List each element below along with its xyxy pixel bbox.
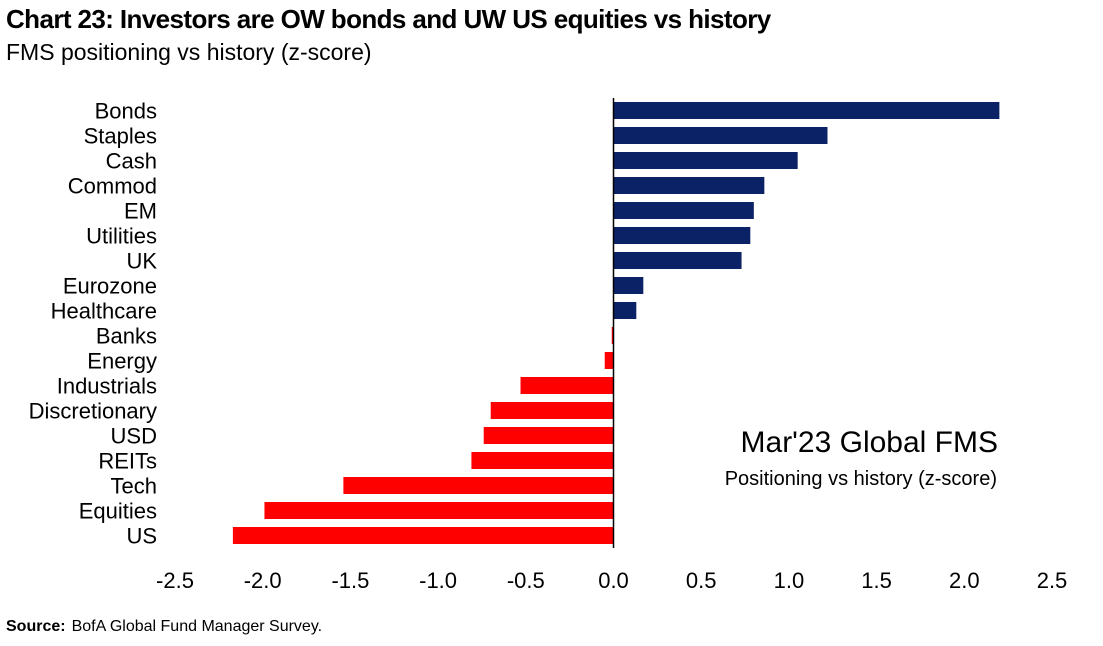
category-label: Industrials bbox=[57, 374, 157, 399]
category-labels: BondsStaplesCashCommodEMUtilitiesUKEuroz… bbox=[29, 99, 158, 549]
bars-group bbox=[232, 102, 1000, 544]
category-label: Energy bbox=[87, 349, 157, 374]
category-label: Equities bbox=[79, 499, 157, 524]
bar-eurozone bbox=[613, 277, 644, 294]
category-label: Utilities bbox=[86, 224, 157, 249]
chart-title: Chart 23: Investors are OW bonds and UW … bbox=[6, 4, 771, 34]
x-tick-label: -1.0 bbox=[419, 568, 457, 593]
bar-usd bbox=[483, 427, 614, 444]
x-tick-label: -1.5 bbox=[331, 568, 369, 593]
bar-us bbox=[232, 527, 614, 544]
category-label: Eurozone bbox=[63, 274, 157, 299]
x-tick-label: 2.5 bbox=[1037, 568, 1068, 593]
x-axis-tick-labels: -2.5 -2.0 -1.5 -1.0 -0.5 0.0 0.5 1.0 1.5 2.0 2.5 bbox=[156, 568, 1067, 593]
category-label: REITs bbox=[98, 449, 157, 474]
bar-utilities bbox=[613, 227, 751, 244]
bar-healthcare bbox=[613, 302, 637, 319]
chart-subtitle: FMS positioning vs history (z-score) bbox=[6, 39, 372, 65]
bar-tech bbox=[343, 477, 614, 494]
source-note: Source: BofA Global Fund Manager Survey. bbox=[6, 618, 322, 636]
bar-reits bbox=[471, 452, 614, 469]
x-tick-label: 0.0 bbox=[598, 568, 629, 593]
category-label: Banks bbox=[96, 324, 157, 349]
x-tick-label: 1.5 bbox=[861, 568, 892, 593]
annotation-subtitle: Positioning vs history (z-score) bbox=[725, 468, 997, 490]
bar-equities bbox=[264, 502, 614, 519]
x-tick-label: -2.0 bbox=[244, 568, 282, 593]
bar-uk bbox=[613, 252, 742, 269]
category-label: Healthcare bbox=[51, 299, 157, 324]
category-label: Cash bbox=[106, 149, 157, 174]
category-label: Commod bbox=[68, 174, 157, 199]
bar-energy bbox=[604, 352, 614, 369]
annotation-title: Mar'23 Global FMS bbox=[741, 426, 998, 459]
x-tick-label: -0.5 bbox=[507, 568, 545, 593]
category-label: US bbox=[126, 524, 157, 549]
category-label: UK bbox=[126, 249, 157, 274]
category-label: Tech bbox=[111, 474, 157, 499]
bar-banks bbox=[611, 327, 614, 344]
x-tick-label: -2.5 bbox=[156, 568, 194, 593]
bar-staples bbox=[613, 127, 828, 144]
category-label: Bonds bbox=[95, 99, 157, 124]
bar-commod bbox=[613, 177, 765, 194]
bar-em bbox=[613, 202, 754, 219]
bar-cash bbox=[613, 152, 798, 169]
x-tick-label: 1.0 bbox=[774, 568, 805, 593]
source-label: Source: bbox=[6, 618, 66, 635]
category-label: Discretionary bbox=[29, 399, 157, 424]
x-tick-label: 0.5 bbox=[686, 568, 717, 593]
bar-industrials bbox=[520, 377, 614, 394]
category-label: USD bbox=[111, 424, 157, 449]
category-label: Staples bbox=[84, 124, 157, 149]
bar-discretionary bbox=[490, 402, 614, 419]
x-tick-label: 2.0 bbox=[949, 568, 980, 593]
bar-bonds bbox=[613, 102, 1000, 119]
category-label: EM bbox=[124, 199, 157, 224]
source-text: BofA Global Fund Manager Survey. bbox=[71, 618, 323, 635]
